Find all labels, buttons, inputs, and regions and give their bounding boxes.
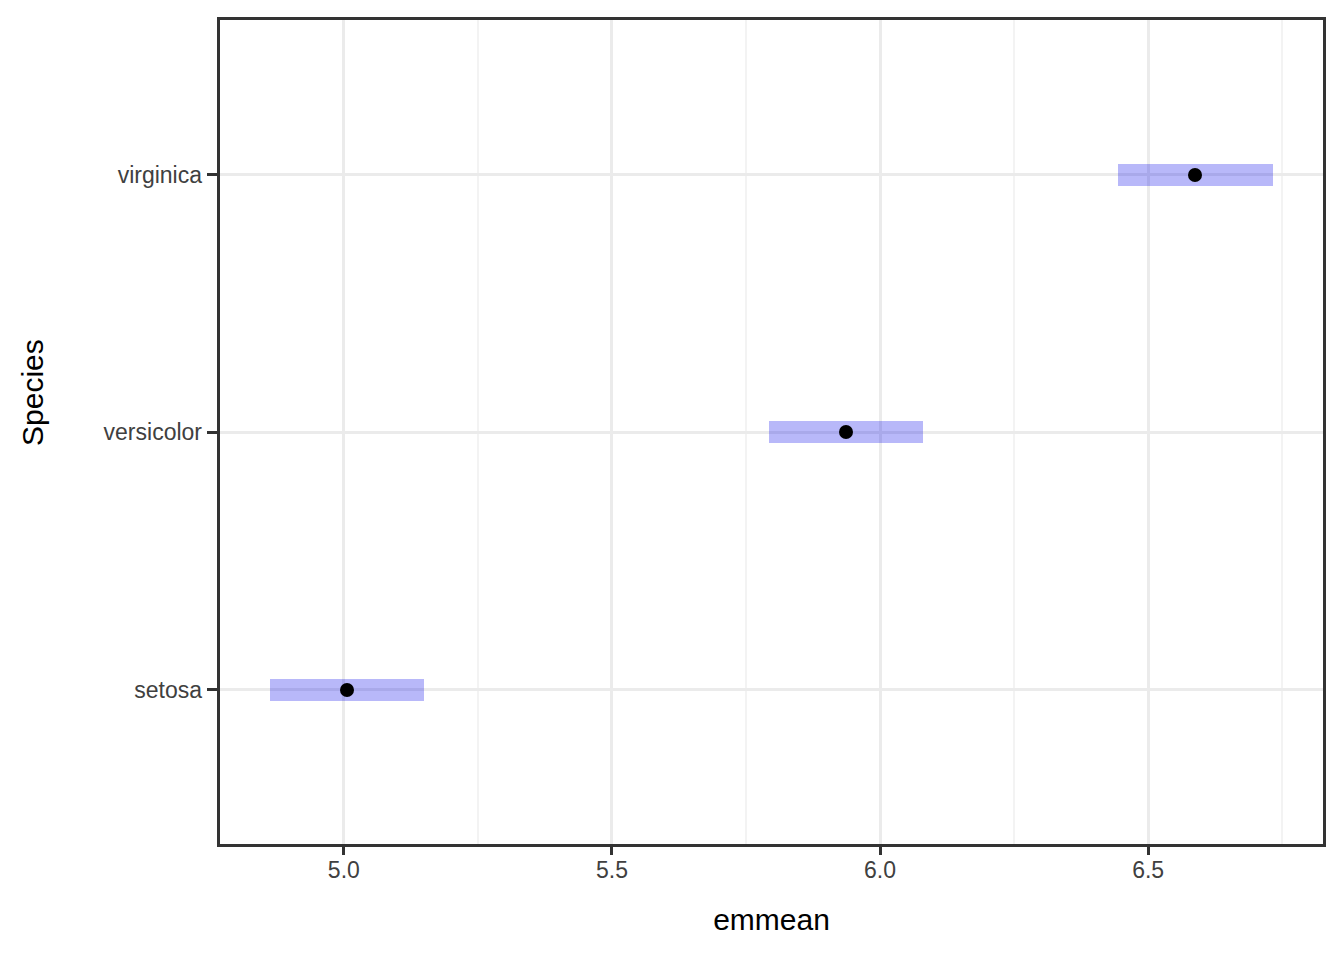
x-axis-tick-mark xyxy=(610,845,613,855)
x-axis-tick-mark xyxy=(342,845,345,855)
y-axis-label: versicolor xyxy=(42,419,202,445)
x-axis-tick-mark xyxy=(1147,845,1150,855)
x-axis-title: emmean xyxy=(220,903,1323,937)
x-axis-tick-mark xyxy=(879,845,882,855)
y-axis-tick-mark xyxy=(207,688,218,691)
y-axis-label: setosa xyxy=(42,677,202,703)
y-axis-label: virginica xyxy=(42,162,202,188)
emmeans-plot-figure: 5.0 5.5 6.0 6.5 setosa versicolor virginica em… xyxy=(0,0,1344,960)
y-axis-tick-mark xyxy=(207,173,218,176)
emmean-point xyxy=(1188,168,1202,182)
emmean-point xyxy=(340,683,354,697)
x-tick-label: 5.5 xyxy=(572,857,652,883)
y-axis-tick-mark xyxy=(207,431,218,434)
x-tick-label: 5.0 xyxy=(304,857,384,883)
y-axis-title: Species xyxy=(16,416,46,446)
x-tick-label: 6.0 xyxy=(840,857,920,883)
emmean-point xyxy=(839,425,853,439)
x-tick-label: 6.5 xyxy=(1108,857,1188,883)
